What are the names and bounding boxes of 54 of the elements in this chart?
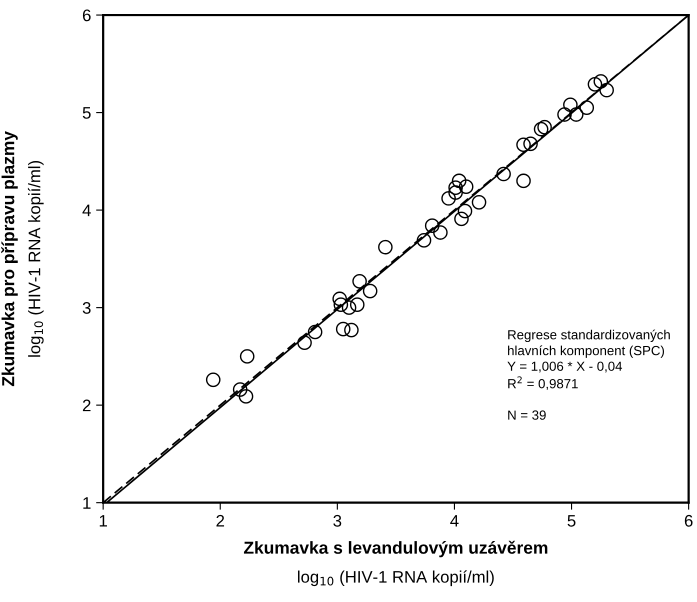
x-axis-title: Zkumavka s levandulovým uzávěrem log$_{10}$ (HIV-1 RNA kopií/ml) [244, 540, 548, 586]
point [352, 274, 367, 289]
point [472, 195, 486, 210]
x-tick-label: 3 [333, 514, 342, 527]
text: Regrese standardizovaných hlavních komponent (SPC) Y = 1,006 * X - 0,04 R$^{2}$ = 0,9871 N = 39 [507, 330, 670, 420]
point [568, 107, 584, 122]
y-tick-label: 5 [82, 107, 91, 119]
point [424, 218, 440, 233]
point [537, 120, 552, 134]
point [523, 136, 538, 152]
point [496, 166, 511, 182]
x-tick-label: 2 [216, 514, 224, 527]
point [342, 300, 356, 315]
y-tick-label: 3 [82, 302, 91, 314]
x-tick-label: 4 [450, 515, 459, 527]
point [594, 74, 608, 89]
point [238, 389, 254, 404]
point [362, 284, 378, 298]
point [557, 107, 572, 122]
y-tick-label: 1 [83, 497, 91, 509]
point [599, 82, 614, 98]
point [350, 297, 365, 312]
point [458, 179, 474, 194]
y-axis-title: Zkumavka pro přípravu plazmy log$_{10}$ (HIV-1 RNA kopií/ml) [1, 131, 44, 386]
point [232, 382, 248, 397]
point [458, 204, 472, 218]
point [308, 324, 322, 340]
point [206, 372, 221, 388]
point [448, 185, 463, 200]
point [378, 240, 393, 254]
point [579, 100, 594, 115]
x-tick-label: 6 [684, 514, 693, 527]
y-tick-label: 6 [82, 9, 91, 22]
point [441, 191, 456, 206]
point [433, 225, 448, 240]
point [297, 335, 312, 350]
point [588, 77, 602, 92]
x-tick-label: 1 [100, 515, 107, 527]
point [416, 233, 432, 248]
y-tick-label: 2 [82, 400, 91, 412]
y-tick-label: 4 [82, 204, 91, 216]
point [336, 322, 350, 336]
point [454, 212, 469, 226]
point [334, 297, 348, 312]
point [534, 122, 548, 136]
point [452, 174, 466, 188]
point [344, 322, 359, 338]
point [448, 180, 463, 195]
point [240, 349, 254, 364]
point [332, 292, 347, 306]
point [516, 174, 531, 188]
point [516, 137, 531, 152]
x-tick-label: 5 [568, 515, 576, 527]
point [563, 97, 578, 112]
